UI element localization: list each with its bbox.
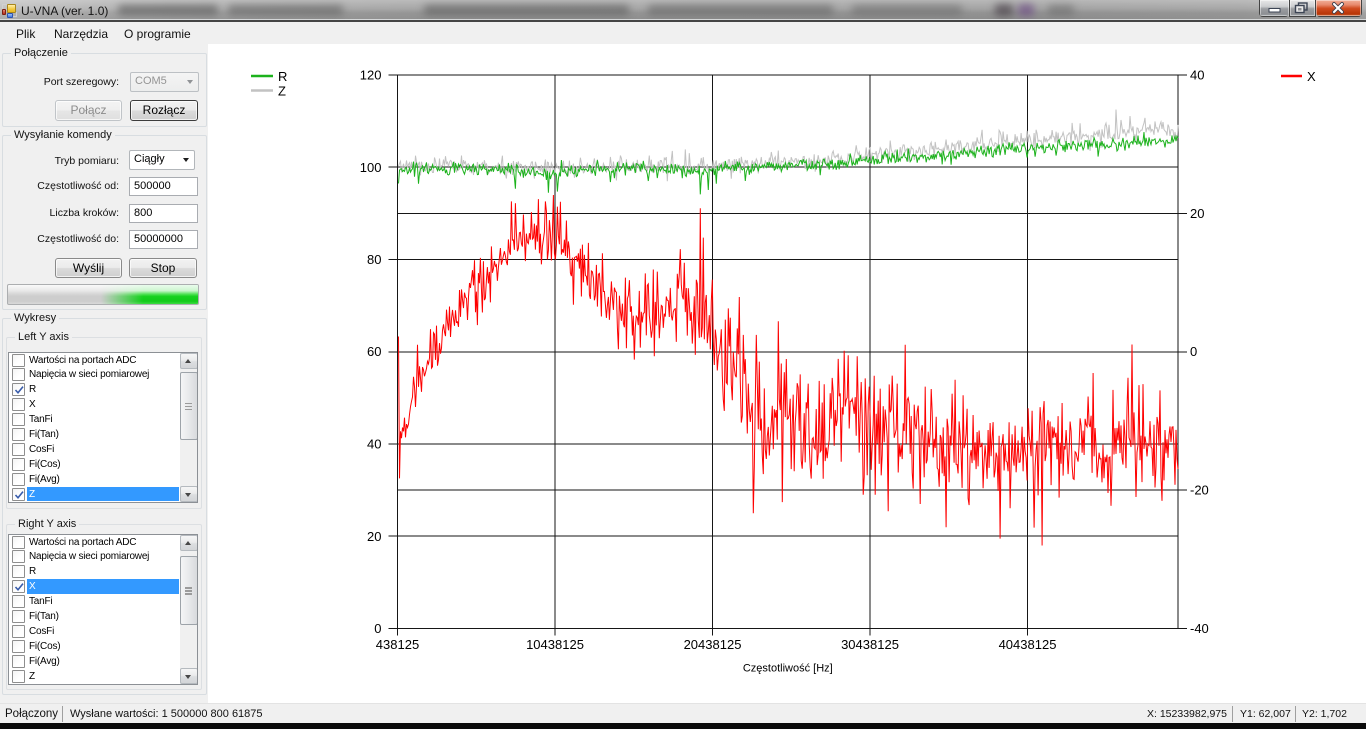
svg-text:438125: 438125 xyxy=(376,637,419,652)
svg-text:-20: -20 xyxy=(1190,483,1209,498)
svg-text:0: 0 xyxy=(374,621,381,636)
svg-text:20: 20 xyxy=(1190,206,1204,221)
svg-text:20: 20 xyxy=(367,529,381,544)
svg-text:-40: -40 xyxy=(1190,621,1209,636)
svg-text:120: 120 xyxy=(360,68,382,83)
svg-text:80: 80 xyxy=(367,252,381,267)
svg-text:40: 40 xyxy=(1190,68,1204,83)
svg-text:X: X xyxy=(1307,69,1316,84)
svg-text:10438125: 10438125 xyxy=(526,637,584,652)
svg-text:Częstotliwość [Hz]: Częstotliwość [Hz] xyxy=(743,663,833,675)
svg-text:30438125: 30438125 xyxy=(841,637,899,652)
svg-text:40438125: 40438125 xyxy=(999,637,1057,652)
svg-text:100: 100 xyxy=(360,160,382,175)
svg-text:Z: Z xyxy=(278,84,286,99)
svg-text:0: 0 xyxy=(1190,344,1197,359)
svg-text:R: R xyxy=(278,69,287,84)
svg-text:60: 60 xyxy=(367,344,381,359)
svg-text:20438125: 20438125 xyxy=(684,637,742,652)
svg-text:40: 40 xyxy=(367,437,381,452)
